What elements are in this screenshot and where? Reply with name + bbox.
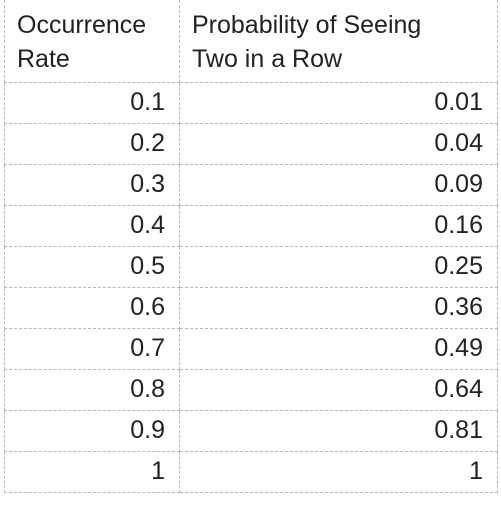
probability-cell[interactable]: 0.81 xyxy=(179,409,498,452)
probability-cell[interactable]: 0.49 xyxy=(179,327,498,370)
probability-cell[interactable]: 0.01 xyxy=(179,81,498,124)
probability-cell[interactable]: 0.04 xyxy=(179,122,498,165)
table-row: 0.2 0.04 xyxy=(4,122,498,165)
header-text-line: Rate xyxy=(17,45,70,73)
table-row: 0.7 0.49 xyxy=(4,327,498,370)
rate-cell[interactable]: 0.6 xyxy=(4,286,180,329)
rate-cell[interactable]: 0.4 xyxy=(4,204,180,247)
rate-cell[interactable]: 0.7 xyxy=(4,327,180,370)
header-text-line: Two in a Row xyxy=(192,45,343,73)
header-row: Occurrence Rate Probability of Seeing Tw… xyxy=(4,0,498,83)
table-row: 1 1 xyxy=(4,450,498,493)
probability-cell[interactable]: 0.64 xyxy=(179,368,498,411)
probability-table: Occurrence Rate Probability of Seeing Tw… xyxy=(4,0,498,493)
header-cell-occurrence-rate[interactable]: Occurrence Rate xyxy=(4,0,180,83)
probability-cell[interactable]: 1 xyxy=(179,450,498,493)
rate-cell[interactable]: 1 xyxy=(4,450,180,493)
rate-cell[interactable]: 0.3 xyxy=(4,163,180,206)
rate-cell[interactable]: 0.2 xyxy=(4,122,180,165)
probability-cell[interactable]: 0.09 xyxy=(179,163,498,206)
rate-cell[interactable]: 0.1 xyxy=(4,81,180,124)
table-row: 0.4 0.16 xyxy=(4,204,498,247)
table-row: 0.6 0.36 xyxy=(4,286,498,329)
header-text-line: Occurrence xyxy=(17,11,147,39)
table-row: 0.1 0.01 xyxy=(4,81,498,124)
table-row: 0.8 0.64 xyxy=(4,368,498,411)
rate-cell[interactable]: 0.8 xyxy=(4,368,180,411)
probability-cell[interactable]: 0.36 xyxy=(179,286,498,329)
header-text-line: Probability of Seeing xyxy=(192,11,422,39)
rate-cell[interactable]: 0.5 xyxy=(4,245,180,288)
probability-cell[interactable]: 0.25 xyxy=(179,245,498,288)
table-row: 0.9 0.81 xyxy=(4,409,498,452)
header-cell-probability[interactable]: Probability of Seeing Two in a Row xyxy=(179,0,498,83)
rate-cell[interactable]: 0.9 xyxy=(4,409,180,452)
table-row: 0.5 0.25 xyxy=(4,245,498,288)
probability-cell[interactable]: 0.16 xyxy=(179,204,498,247)
table-row: 0.3 0.09 xyxy=(4,163,498,206)
